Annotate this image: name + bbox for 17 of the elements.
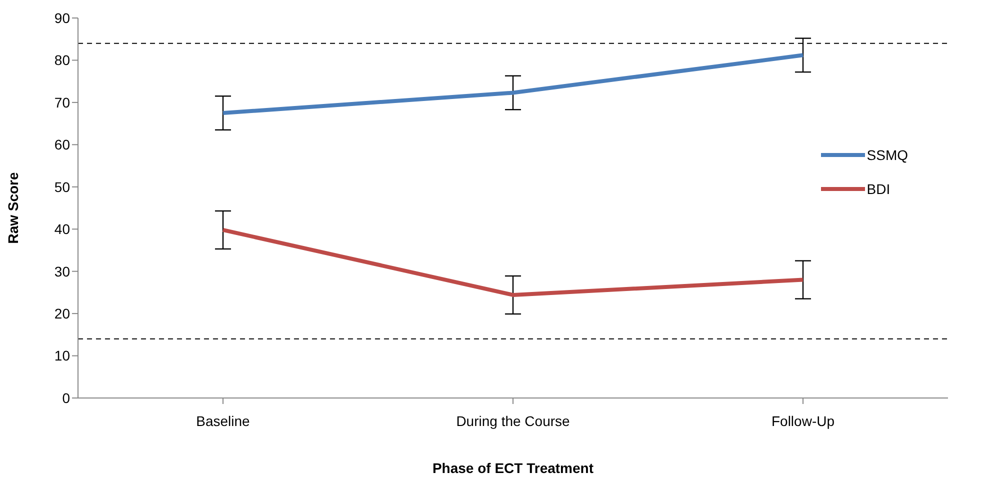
y-tick-label: 80: [54, 52, 70, 68]
y-tick-label: 30: [54, 263, 70, 280]
y-tick-label: 0: [62, 390, 70, 406]
x-tick-label: Follow-Up: [771, 412, 835, 429]
x-axis-title: Phase of ECT Treatment: [432, 460, 594, 476]
y-tick-label: 90: [54, 10, 70, 26]
y-axis-title: Raw Score: [4, 172, 21, 244]
legend-label: SSMQ: [866, 147, 908, 163]
legend-label: BDI: [866, 181, 890, 197]
y-tick-label: 50: [54, 178, 70, 195]
x-tick-label: Baseline: [196, 412, 250, 429]
y-tick-label: 70: [54, 94, 70, 110]
x-tick-label: During the Course: [456, 412, 570, 429]
y-tick-label: 60: [54, 136, 70, 153]
y-tick-label: 10: [54, 348, 70, 364]
y-tick-label: 40: [54, 221, 70, 238]
y-tick-label: 20: [54, 306, 70, 322]
